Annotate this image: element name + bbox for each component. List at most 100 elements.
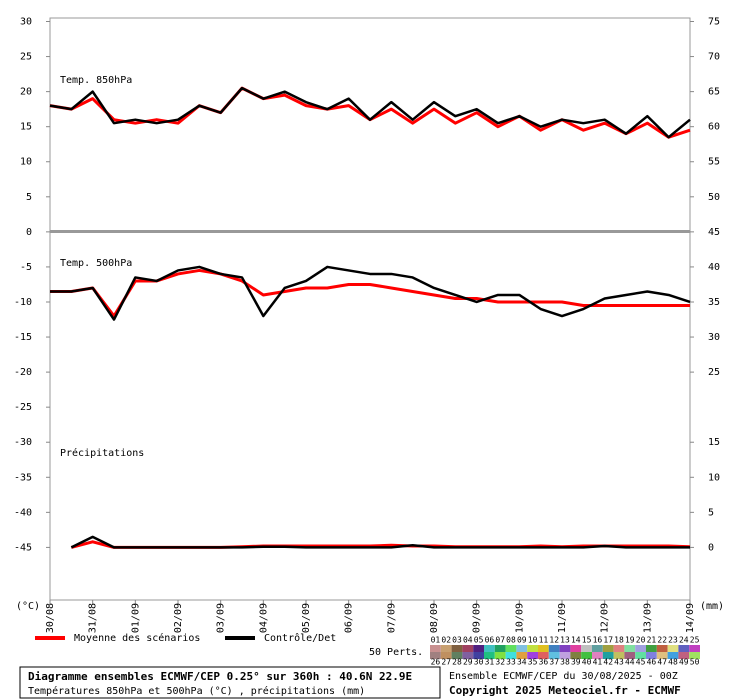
member-label: 16 (593, 636, 603, 645)
member-label: 50 (690, 658, 700, 667)
member-label: 11 (539, 636, 549, 645)
member-swatch (624, 645, 636, 652)
member-label: 41 (593, 658, 603, 667)
member-label: 25 (690, 636, 700, 645)
legend-label: Contrôle/Det (264, 632, 336, 644)
y-tick-label: -5 (20, 262, 32, 273)
y-tick-label: -40 (14, 507, 32, 518)
member-label: 10 (528, 636, 538, 645)
member-label: 40 (582, 658, 592, 667)
y-tick-label: -25 (14, 402, 32, 413)
member-label: 14 (571, 636, 581, 645)
member-label: 17 (603, 636, 613, 645)
y2-tick-label: 5 (708, 507, 714, 518)
member-swatch (484, 652, 495, 659)
member-swatch (440, 652, 452, 659)
member-label: 47 (657, 658, 667, 667)
member-label: 48 (668, 658, 678, 667)
member-swatch (635, 652, 646, 659)
member-swatch (559, 652, 571, 659)
member-swatch (538, 645, 549, 652)
member-label: 05 (474, 636, 484, 645)
member-swatch (505, 645, 517, 652)
member-label: 30 (474, 658, 484, 667)
y2-tick-label: 75 (708, 17, 720, 28)
member-label: 22 (657, 636, 667, 645)
member-label: 06 (485, 636, 495, 645)
member-swatch (581, 645, 592, 652)
footer-title: Diagramme ensembles ECMWF/CEP 0.25° sur … (28, 670, 412, 683)
member-swatch (624, 652, 636, 659)
member-swatch (678, 645, 690, 652)
series-line (49, 86, 691, 139)
member-swatch (516, 645, 528, 652)
x-tick-label: 11/09 (557, 603, 568, 633)
member-swatch (473, 652, 484, 659)
members-label: 50 Perts. (369, 647, 423, 658)
y-tick-label: -20 (14, 367, 32, 378)
member-swatch (538, 652, 549, 659)
x-tick-label: 04/09 (258, 603, 269, 633)
member-swatch (462, 645, 474, 652)
panel-label: Temp. 500hPa (60, 258, 132, 269)
member-swatch (451, 645, 463, 652)
member-label: 43 (614, 658, 624, 667)
member-swatch (430, 645, 441, 652)
y2-tick-label: 0 (708, 542, 714, 553)
y-tick-label: 10 (20, 157, 32, 168)
member-label: 31 (485, 658, 495, 667)
panel-label: Précipitations (60, 447, 144, 459)
y-tick-label: -45 (14, 542, 32, 553)
y2-tick-label: 60 (708, 122, 720, 133)
member-label: 09 (517, 636, 527, 645)
member-label: 08 (506, 636, 516, 645)
member-swatch (667, 645, 679, 652)
member-swatch (656, 645, 668, 652)
x-tick-label: 09/09 (472, 603, 483, 633)
y2-axis-label: (mm) (700, 601, 724, 612)
member-label: 18 (614, 636, 624, 645)
x-tick-label: 08/09 (429, 603, 440, 633)
panel-separator (50, 230, 690, 233)
series-line (70, 535, 690, 549)
y-tick-label: 5 (26, 192, 32, 203)
x-tick-label: 13/09 (642, 603, 653, 633)
y2-tick-label: 25 (708, 367, 720, 378)
member-label: 26 (431, 658, 441, 667)
member-swatch (570, 645, 582, 652)
y2-tick-label: 65 (708, 87, 720, 98)
y2-tick-label: 30 (708, 332, 720, 343)
y2-tick-label: 45 (708, 227, 720, 238)
member-label: 28 (452, 658, 462, 667)
member-label: 49 (679, 658, 689, 667)
member-label: 29 (463, 658, 473, 667)
member-swatch (494, 645, 506, 652)
member-swatch (462, 652, 474, 659)
member-swatch (430, 652, 441, 659)
y2-tick-label: 35 (708, 297, 720, 308)
member-swatch (656, 652, 668, 659)
y2-tick-label: 10 (708, 472, 720, 483)
member-swatch (548, 645, 560, 652)
member-swatch (613, 652, 625, 659)
member-swatch (570, 652, 582, 659)
member-swatch (667, 652, 679, 659)
member-swatch (602, 652, 614, 659)
member-swatch (559, 645, 571, 652)
member-label: 07 (495, 636, 505, 645)
member-label: 45 (636, 658, 646, 667)
x-tick-label: 31/08 (88, 603, 99, 633)
member-swatch (689, 645, 700, 652)
x-tick-label: 05/09 (301, 603, 312, 633)
footer-subtitle: Températures 850hPa et 500hPa (°C) , pré… (28, 685, 365, 697)
member-swatch (505, 652, 517, 659)
member-label: 24 (679, 636, 689, 645)
y-tick-label: 25 (20, 52, 32, 63)
member-label: 15 (582, 636, 592, 645)
member-label: 01 (431, 636, 441, 645)
series-line (50, 265, 691, 321)
member-label: 02 (441, 636, 451, 645)
member-swatch (592, 645, 603, 652)
member-swatch (689, 652, 700, 659)
